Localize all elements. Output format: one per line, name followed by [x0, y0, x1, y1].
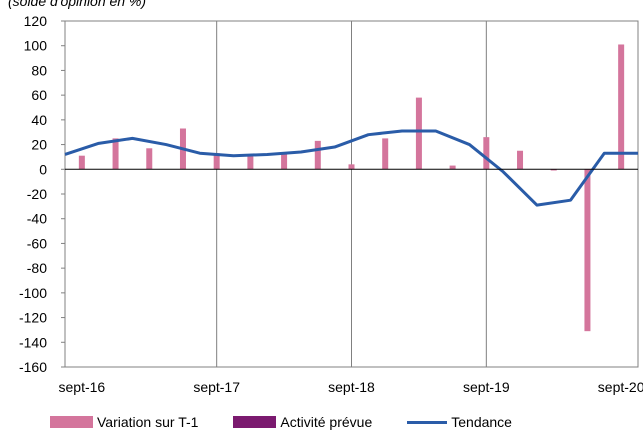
legend: Variation sur T-1 Activité prévue Tendan… — [50, 412, 643, 432]
x-tick-label: sept-17 — [193, 379, 240, 395]
x-tick-labels: sept-16 sept-17 sept-18 sept-19 sept-20 — [59, 379, 643, 395]
bar — [213, 153, 220, 170]
trend-line — [64, 129, 638, 207]
trend-line-layer — [64, 129, 638, 207]
bar — [415, 97, 422, 170]
y-tick-label: 60 — [31, 87, 47, 103]
y-tick-label: 20 — [31, 137, 47, 153]
x-tick-label: sept-18 — [328, 379, 375, 395]
y-tick-label: -20 — [27, 186, 47, 202]
bar — [449, 165, 456, 170]
bar — [382, 138, 389, 170]
bar — [483, 137, 490, 170]
legend-label-activite: Activité prévue — [280, 414, 373, 430]
bar — [550, 169, 557, 171]
axes — [61, 20, 638, 368]
bar — [78, 155, 85, 170]
y-tick-label: -140 — [19, 334, 47, 350]
y-tick-label: -80 — [27, 260, 47, 276]
y-tick-label: -160 — [19, 359, 47, 375]
y-tick-labels: 120 100 80 60 40 20 0 -20 -40 -60 -80 -100 -120 -140 -… — [19, 13, 47, 375]
y-tick-label: -40 — [27, 211, 47, 227]
bar — [584, 169, 591, 332]
bar — [314, 140, 321, 170]
legend-swatch-variation — [50, 416, 93, 428]
chart-top-partial-text: (solde d'opinion en %) — [8, 0, 146, 9]
grid — [64, 20, 639, 368]
y-tick-label: 0 — [39, 161, 47, 177]
legend-item-tendance: Tendance — [407, 414, 512, 430]
y-tick-label: -120 — [19, 310, 47, 326]
legend-item-activite: Activité prévue — [233, 414, 372, 430]
y-tick-label: 40 — [31, 112, 47, 128]
legend-swatch-tendance — [407, 420, 448, 424]
y-tick-label: -60 — [27, 235, 47, 251]
bar — [247, 155, 254, 170]
bar — [618, 44, 625, 170]
bar — [112, 138, 119, 170]
x-tick-label: sept-20 — [598, 379, 643, 395]
y-tick-label: 100 — [24, 38, 48, 54]
legend-label-variation: Variation sur T-1 — [97, 414, 199, 430]
bar — [281, 154, 288, 170]
bar — [146, 148, 153, 170]
y-tick-label: -100 — [19, 285, 47, 301]
legend-label-tendance: Tendance — [451, 414, 512, 430]
bar — [348, 164, 355, 170]
y-tick-label: 120 — [24, 13, 48, 29]
legend-item-variation: Variation sur T-1 — [50, 414, 198, 430]
legend-swatch-activite — [233, 416, 277, 428]
x-tick-label: sept-16 — [59, 379, 106, 395]
x-tick-label: sept-19 — [463, 379, 510, 395]
y-tick-label: 80 — [31, 62, 47, 78]
bar — [517, 150, 524, 170]
